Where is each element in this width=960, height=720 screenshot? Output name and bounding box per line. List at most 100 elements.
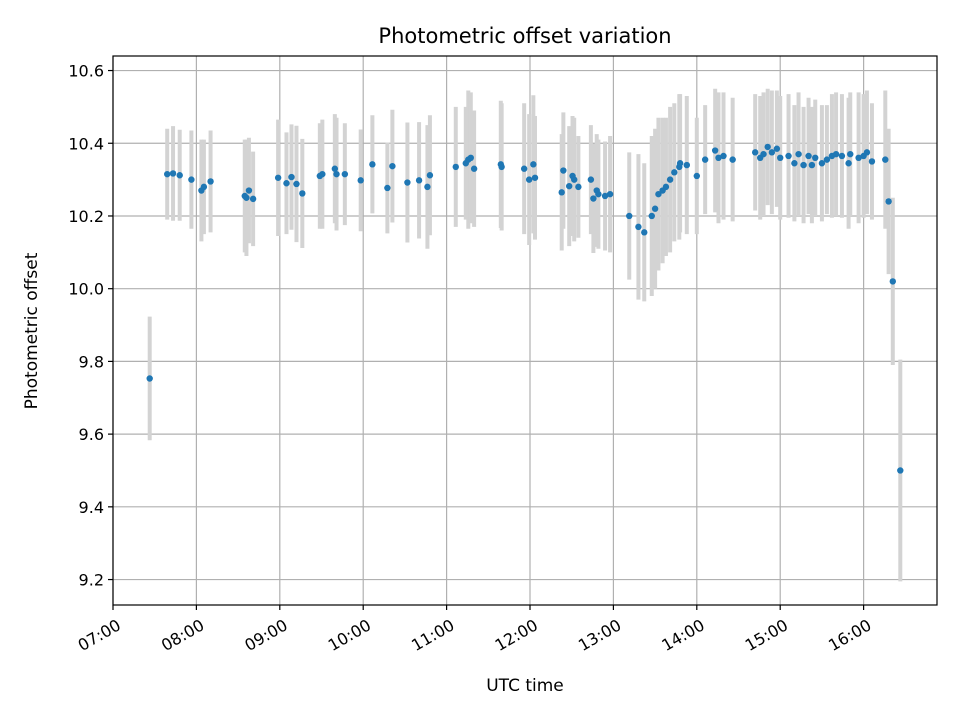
data-point [847,150,854,158]
data-point [791,160,798,167]
data-point [575,183,582,191]
data-point [369,161,376,168]
data-point [243,194,250,201]
data-point [655,190,662,198]
data-point [498,163,505,171]
data-point [838,152,846,160]
data-point [751,149,759,156]
data-point [889,278,896,285]
data-point [729,156,736,163]
y-tick-label: 9.2 [79,571,104,590]
data-point [805,152,812,160]
data-point [701,156,709,163]
data-point [531,174,539,181]
data-point [341,170,349,178]
data-point [357,177,364,184]
data-point [635,223,642,231]
data-point [587,176,595,183]
data-point [470,165,478,172]
data-point [868,158,876,165]
x-tick-label: 12:00 [492,615,541,655]
data-point [808,161,816,169]
plot-frame [112,55,938,606]
y-tick-label: 9.6 [79,425,104,444]
data-point [283,180,290,187]
data-point [662,183,670,191]
data-point [671,169,678,176]
data-point [525,176,533,183]
data-point [785,152,792,160]
data-point [855,154,862,162]
y-tick-label: 9.8 [79,352,104,371]
data-point [415,177,423,184]
data-point [293,180,300,188]
data-point [424,183,431,191]
y-tick-label: 10.4 [68,134,104,153]
x-tick-label: 15:00 [742,615,791,655]
data-point [520,165,528,172]
data-point [777,154,784,162]
x-tick-label: 07:00 [75,615,124,655]
data-point [452,163,459,171]
data-point [389,162,396,170]
data-point [560,167,567,174]
errorbars [147,88,903,582]
data-point [795,150,802,158]
data-point [715,154,722,162]
data-point [897,467,904,474]
data-point [245,187,253,194]
data-point [530,161,537,168]
data-point [768,149,776,156]
data-point [863,149,871,156]
y-tick-label: 10.2 [68,207,104,226]
data-point [590,195,597,202]
data-point [274,174,282,181]
data-point [426,172,434,179]
data-point [823,156,831,163]
data-point [188,176,195,183]
data-point [467,154,474,162]
data-point [651,205,659,212]
x-tick-label: 16:00 [825,615,874,655]
data-point [176,172,183,179]
data-point [571,176,578,183]
x-tick-label: 08:00 [158,615,207,655]
data-point [760,150,767,158]
data-point [207,178,214,185]
data-point [693,172,701,180]
x-tick-label: 09:00 [241,615,290,655]
data-point [764,143,771,151]
y-axis: 9.2 9.4 9.6 9.8 10.0 10.2 10.4 10.6 [68,62,113,590]
y-tick-label: 10.0 [68,280,104,299]
chart-title: Photometric offset variation [378,24,671,48]
data-point [845,160,852,167]
data-points [146,143,904,474]
data-point [885,198,892,205]
data-point [711,147,719,154]
data-point [666,176,674,183]
data-point [676,160,684,167]
data-point [299,190,306,197]
data-point [683,161,690,169]
data-point [606,190,614,198]
data-point [384,184,391,192]
data-point [146,375,153,382]
data-point [648,212,655,220]
data-point [331,165,339,172]
data-point [832,150,840,158]
data-point [169,170,177,177]
y-axis-title: Photometric offset [22,252,42,409]
data-point [319,170,326,178]
data-point [288,173,295,181]
x-axis-title: UTC time [486,676,564,696]
data-point [812,154,819,162]
data-point [641,229,648,236]
data-point [882,156,889,163]
data-point [773,145,781,152]
x-tick-label: 14:00 [658,615,707,655]
x-axis: 07:00 08:00 09:00 10:00 11:00 12:00 13:00 14:00… [75,605,875,655]
data-point [558,189,565,196]
y-tick-label: 9.4 [79,498,104,517]
data-point [800,161,807,169]
